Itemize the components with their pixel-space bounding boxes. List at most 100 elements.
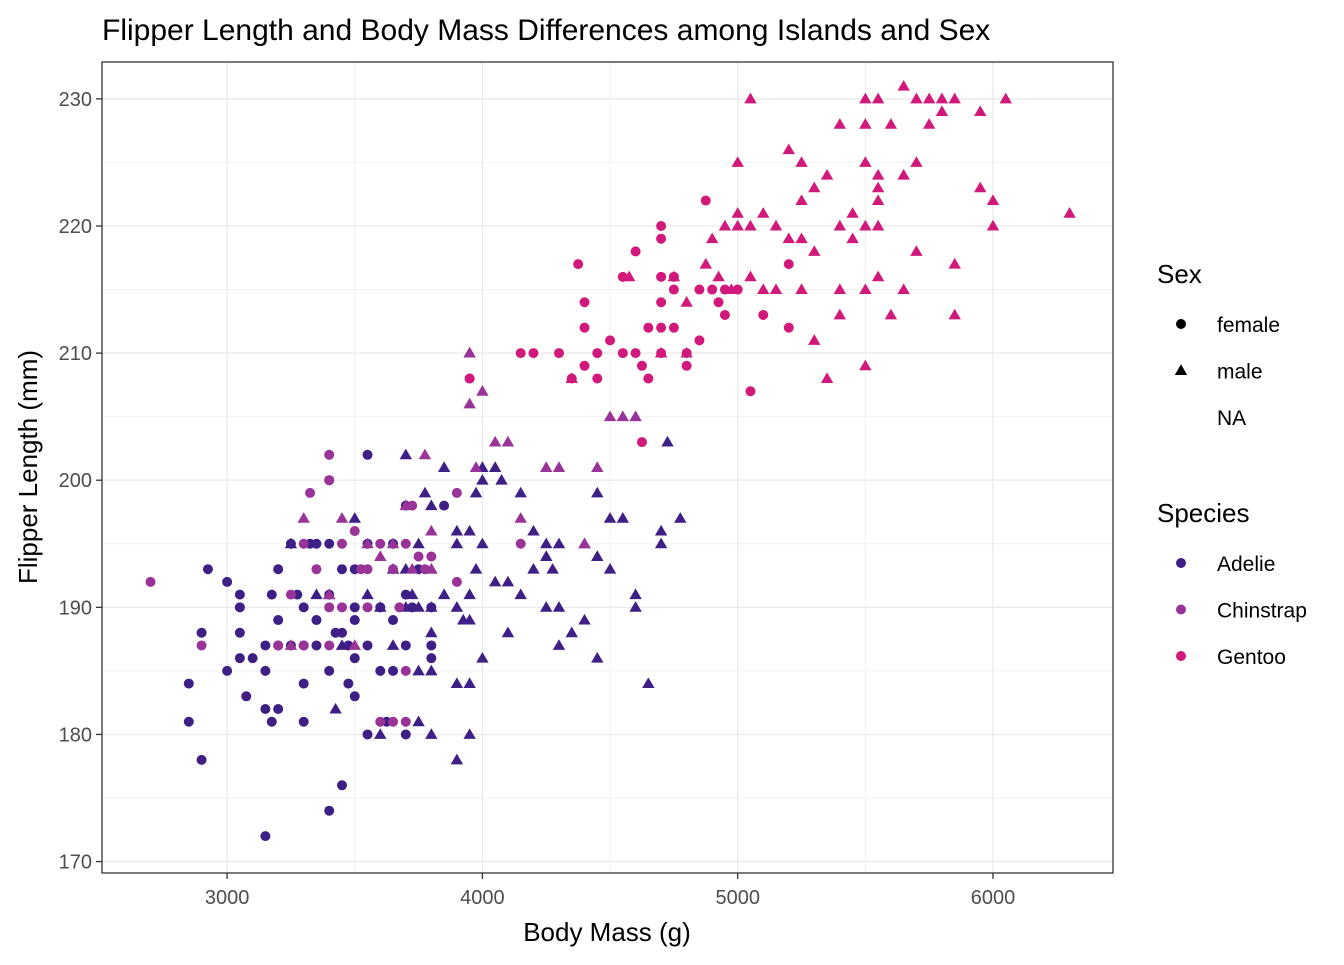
data-point-gentoo-female (656, 297, 667, 308)
data-point-adelie-female (260, 831, 271, 842)
data-point-adelie-male (514, 486, 527, 498)
data-point-adelie-male (450, 537, 464, 549)
data-point-adelie-male (476, 651, 489, 663)
data-point-chinstrap-male (284, 639, 298, 650)
data-point-adelie-female (400, 729, 411, 740)
legend-key-swatch (1176, 558, 1186, 568)
data-point-gentoo-male (859, 92, 872, 104)
data-point-gentoo-male (859, 219, 872, 231)
data-point-gentoo-female (783, 259, 794, 270)
y-tick-label: 230 (59, 89, 92, 111)
data-point-gentoo-male (922, 92, 936, 104)
data-point-adelie-male (463, 524, 476, 536)
data-point-gentoo-male (974, 181, 987, 193)
data-point-adelie-female (266, 716, 277, 727)
data-point-chinstrap-female (388, 564, 399, 575)
data-point-chinstrap-female (413, 551, 424, 562)
data-point-chinstrap-female (311, 564, 322, 575)
data-point-adelie-male (591, 486, 604, 498)
data-point-adelie-female (439, 500, 450, 511)
data-point-gentoo-male (782, 143, 795, 155)
data-point-gentoo-female (515, 348, 526, 359)
x-tick-label: 5000 (715, 887, 760, 909)
data-point-adelie-female (324, 538, 335, 549)
data-point-adelie-male (412, 664, 425, 676)
data-point-adelie-male (629, 601, 642, 612)
data-point-adelie-male (374, 601, 387, 612)
data-point-adelie-male (616, 512, 630, 523)
data-point-chinstrap-male (405, 562, 419, 574)
data-point-chinstrap-female (426, 551, 437, 562)
data-point-gentoo-male (712, 270, 725, 282)
data-point-gentoo-female (636, 360, 647, 371)
data-point-gentoo-male (871, 181, 885, 193)
data-point-chinstrap-female (324, 449, 335, 460)
data-point-gentoo-female (758, 309, 769, 320)
data-point-adelie-female (375, 665, 386, 676)
data-point-adelie-male (361, 588, 374, 600)
y-axis: 170 180 190 200 210 220 230 (59, 89, 102, 874)
data-point-gentoo-female (656, 220, 667, 231)
data-point-gentoo-male (859, 156, 872, 167)
data-point-chinstrap-female (394, 602, 405, 613)
data-point-adelie-female (196, 754, 207, 765)
data-point-chinstrap-female (362, 602, 373, 613)
data-point-chinstrap-male (514, 512, 527, 523)
data-point-adelie-female (311, 538, 322, 549)
data-point-adelie-male (603, 512, 617, 523)
legend-label: Gentoo (1217, 646, 1286, 669)
data-point-gentoo-female (694, 335, 705, 346)
data-point-gentoo-male (623, 270, 636, 282)
data-point-chinstrap-female (298, 538, 309, 549)
data-point-adelie-male (284, 537, 298, 549)
data-point-gentoo-male (859, 359, 872, 371)
data-point-adelie-male (469, 486, 483, 498)
data-point-gentoo-male (795, 283, 808, 295)
data-point-adelie-male (437, 461, 451, 472)
data-point-gentoo-female (579, 322, 590, 333)
data-point-gentoo-male (757, 207, 770, 218)
data-point-adelie-male (495, 474, 508, 485)
data-point-adelie-male (463, 677, 476, 689)
data-point-chinstrap-female (324, 475, 335, 486)
data-point-gentoo-female (573, 259, 584, 270)
data-point-adelie-male (552, 537, 566, 549)
data-point-gentoo-male (667, 270, 681, 282)
data-point-adelie-male (501, 575, 515, 587)
data-point-adelie-male (540, 537, 553, 549)
legend-item: male (1174, 361, 1263, 384)
data-point-gentoo-male (884, 118, 898, 129)
data-point-gentoo-female (528, 348, 539, 359)
data-point-gentoo-male (986, 219, 1000, 231)
data-point-chinstrap-female (273, 640, 284, 651)
data-point-chinstrap-male (476, 385, 489, 396)
data-point-adelie-male (437, 588, 451, 600)
data-point-gentoo-female (694, 284, 705, 295)
data-point-gentoo-male (922, 118, 936, 129)
data-point-chinstrap-male (469, 461, 483, 472)
data-point-chinstrap-male (297, 512, 310, 523)
data-point-gentoo-female (592, 373, 603, 384)
y-axis-label: Flipper Length (mm) (13, 350, 43, 584)
legend-label: female (1217, 314, 1280, 337)
data-point-gentoo-male (859, 118, 872, 129)
data-point-chinstrap-male (540, 461, 553, 472)
data-point-gentoo-male (948, 92, 961, 104)
data-point-adelie-male (335, 639, 349, 650)
data-point-gentoo-male (808, 181, 821, 193)
x-tick-label: 4000 (460, 887, 505, 909)
data-point-chinstrap-female (400, 538, 411, 549)
data-point-adelie-male (450, 601, 464, 612)
data-point-gentoo-male (859, 283, 872, 295)
data-point-gentoo-female (656, 233, 667, 244)
data-point-gentoo-male (795, 156, 808, 167)
data-point-adelie-male (546, 562, 559, 574)
data-point-adelie-female (202, 564, 213, 575)
data-point-gentoo-male (699, 257, 712, 269)
data-point-adelie-female (336, 780, 347, 791)
data-point-adelie-female (343, 678, 354, 689)
data-point-adelie-male (463, 728, 476, 739)
data-point-gentoo-male (871, 219, 885, 231)
data-point-gentoo-male (935, 92, 949, 104)
